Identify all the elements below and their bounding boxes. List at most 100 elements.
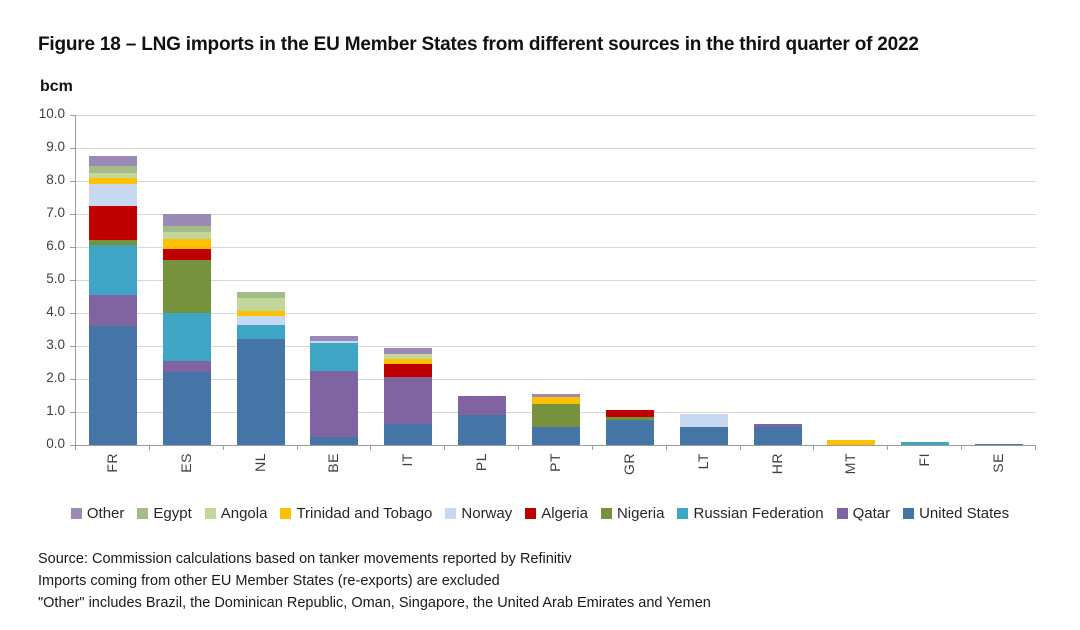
- bar-segment-pt-other: [532, 393, 580, 398]
- y-axis-tick-5.0: [70, 279, 75, 281]
- bar-hr: [753, 115, 802, 445]
- x-label-slot-be: BE: [297, 453, 371, 495]
- x-axis-tick-6: [518, 445, 520, 450]
- y-axis-label-1.0: 1.0: [46, 403, 65, 418]
- y-axis-tick-4.0: [70, 312, 75, 314]
- bar-gr: [605, 115, 654, 445]
- bar-fi: [901, 115, 950, 445]
- bar-segment-nl-trinidad-and-tobago: [236, 311, 285, 317]
- legend-label-egypt: Egypt: [153, 505, 192, 522]
- x-label-slot-fr: FR: [75, 453, 149, 495]
- bar-mt: [827, 115, 876, 445]
- bar-segment-es-egypt: [162, 225, 211, 233]
- x-axis-tick-13: [1035, 445, 1036, 450]
- chart-legend: Other Egypt Angola Trinidad and Tobago Norwa…: [0, 505, 1080, 522]
- y-axis-tick-6.0: [70, 246, 75, 248]
- bar-segment-es-qatar: [162, 360, 211, 373]
- gridline-3: [76, 345, 1036, 347]
- x-axis-label-nl: NL: [251, 453, 268, 472]
- bar-segment-fr-qatar: [88, 294, 137, 327]
- bar-segment-it-qatar: [384, 377, 433, 424]
- bar-segment-fr-russian-federation: [88, 245, 137, 295]
- x-label-slot-pl: PL: [444, 453, 518, 495]
- bar-segment-pl-qatar: [458, 395, 507, 416]
- bar-segment-nl-angola: [236, 298, 285, 312]
- bar-segment-fr-norway: [88, 184, 137, 206]
- x-axis-label-fi: FI: [916, 453, 933, 467]
- legend-label-qatar: Qatar: [852, 505, 891, 522]
- legend-item-norway: Norway: [445, 505, 512, 522]
- y-axis-label-2.0: 2.0: [46, 370, 65, 385]
- x-axis-label-pl: PL: [473, 453, 490, 472]
- bar-lt: [679, 115, 728, 445]
- bar-segment-be-united-states: [310, 436, 359, 445]
- legend-item-united-states: United States: [903, 505, 1009, 522]
- x-label-slot-fi: FI: [887, 453, 961, 495]
- y-axis-tick-0.0: [70, 444, 75, 446]
- y-axis-tick-9.0: [70, 147, 75, 149]
- footnote-source: Source: Commission calculations based on…: [38, 551, 572, 567]
- bar-segment-nl-norway: [236, 316, 285, 325]
- footnote-other-definition: "Other" includes Brazil, the Dominican R…: [38, 595, 711, 611]
- x-axis-label-be: BE: [325, 453, 342, 473]
- x-label-slot-pt: PT: [518, 453, 592, 495]
- x-axis-label-se: SE: [990, 453, 1007, 473]
- x-axis-label-it: IT: [399, 453, 416, 467]
- bar-segment-fr-angola: [88, 172, 137, 178]
- y-axis-tick-8.0: [70, 180, 75, 182]
- bar-segment-nl-united-states: [236, 339, 285, 445]
- legend-item-russian-federation: Russian Federation: [677, 505, 824, 522]
- gridline-6: [76, 246, 1036, 248]
- bar-segment-it-angola: [384, 354, 433, 360]
- legend-item-trinidad-and-tobago: Trinidad and Tobago: [280, 505, 432, 522]
- bar-segment-lt-norway: [679, 413, 728, 427]
- bar-segment-fr-other: [88, 156, 137, 167]
- bar-segment-it-united-states: [384, 423, 433, 445]
- x-axis-label-lt: LT: [694, 453, 711, 470]
- gridline-8: [76, 180, 1036, 182]
- x-label-slot-it: IT: [370, 453, 444, 495]
- bar-segment-be-other: [310, 336, 359, 342]
- y-axis-label-7.0: 7.0: [46, 205, 65, 220]
- x-axis-label-pt: PT: [546, 453, 563, 472]
- footnotes: Source: Commission calculations based on…: [38, 548, 711, 614]
- y-axis-label-9.0: 9.0: [46, 139, 65, 154]
- x-label-slot-hr: HR: [740, 453, 814, 495]
- y-axis-label-8.0: 8.0: [46, 172, 65, 187]
- y-axis-tick-2.0: [70, 378, 75, 380]
- legend-label-trinidad-and-tobago: Trinidad and Tobago: [296, 505, 433, 522]
- x-axis-tick-1: [148, 445, 150, 450]
- bar-segment-be-norway: [310, 341, 359, 343]
- legend-swatch-other: [70, 508, 82, 519]
- bar-nl: [236, 115, 285, 445]
- x-axis-tick-9: [739, 445, 741, 450]
- x-axis-label-gr: GR: [620, 453, 637, 475]
- bar-segment-es-trinidad-and-tobago: [162, 238, 211, 249]
- x-axis-label-mt: MT: [842, 453, 859, 475]
- bar-it: [384, 115, 433, 445]
- x-axis-tick-7: [591, 445, 593, 450]
- gridline-7: [76, 213, 1036, 215]
- bar-segment-fr-nigeria: [88, 240, 137, 246]
- legend-item-other: Other: [70, 505, 124, 522]
- bar-segment-be-qatar: [310, 370, 359, 437]
- legend-swatch-egypt: [137, 508, 149, 519]
- bar-segment-gr-algeria: [605, 410, 654, 417]
- legend-label-nigeria: Nigeria: [616, 505, 665, 522]
- legend-swatch-norway: [445, 508, 457, 519]
- bar-segment-pt-nigeria: [532, 403, 580, 427]
- x-axis-tick-3: [296, 445, 298, 450]
- x-axis-tick-10: [813, 445, 815, 450]
- legend-label-algeria: Algeria: [541, 505, 588, 522]
- bar-fr: [88, 115, 137, 445]
- x-axis-tick-2: [222, 445, 224, 450]
- bar-segment-fi-russian-federation: [901, 441, 950, 445]
- x-label-slot-gr: GR: [592, 453, 666, 495]
- x-label-slot-lt: LT: [666, 453, 740, 495]
- y-axis-unit-label: bcm: [40, 78, 73, 95]
- y-axis-tick-7.0: [70, 213, 75, 215]
- legend-label-united-states: United States: [919, 505, 1010, 522]
- bar-segment-nl-russian-federation: [236, 324, 285, 340]
- legend-swatch-trinidad-and-tobago: [280, 508, 292, 519]
- legend-swatch-qatar: [836, 508, 848, 519]
